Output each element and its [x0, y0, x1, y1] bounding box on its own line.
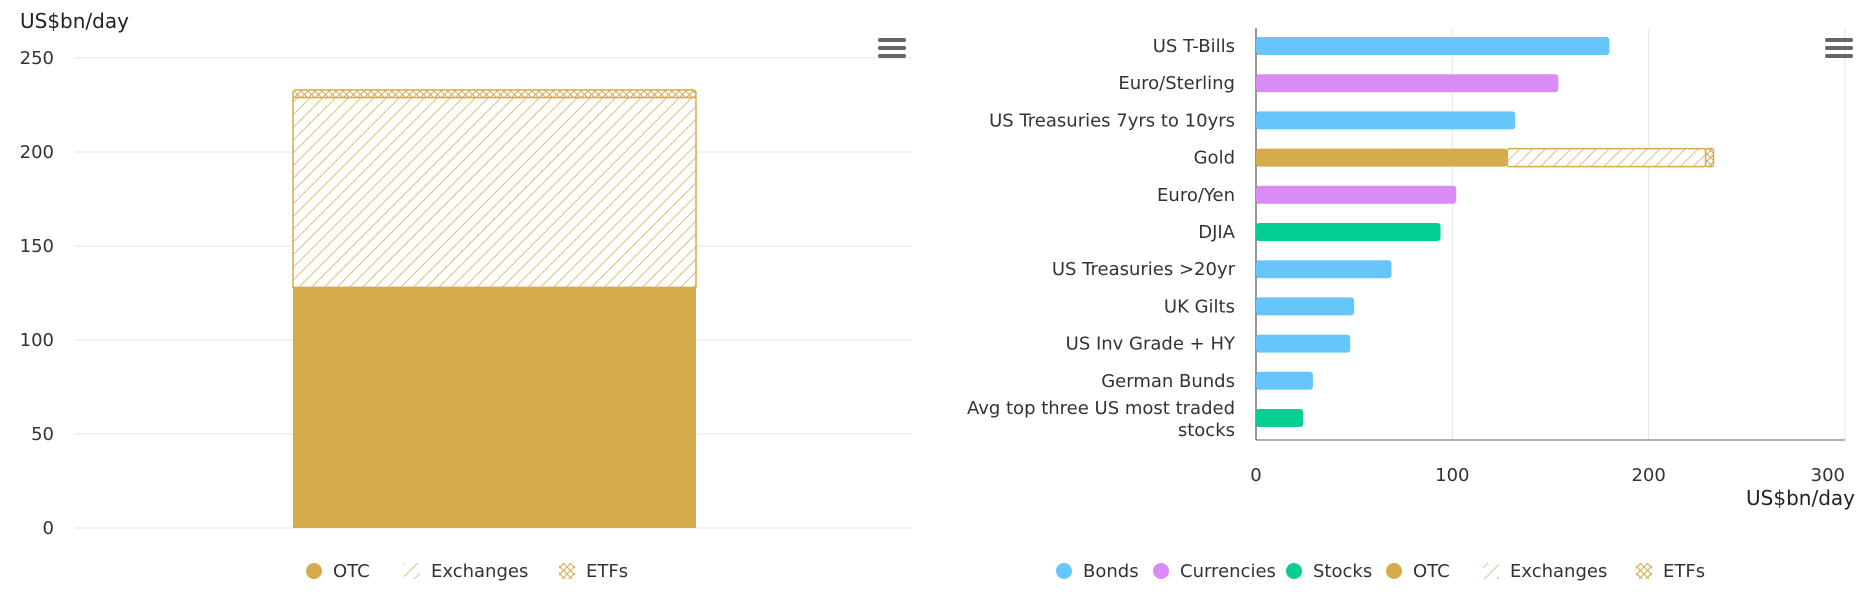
legend-label: Currencies	[1180, 561, 1276, 582]
category-label: US Inv Grade + HY	[1066, 334, 1236, 355]
legend-item-stocks[interactable]: Stocks	[1286, 561, 1372, 582]
hamburger-menu-icon[interactable]	[1825, 38, 1853, 62]
legend-swatch	[306, 563, 322, 579]
left-y-axis-ticks: 0 50 100 150 200 250	[20, 48, 54, 539]
legend-swatch	[1483, 563, 1499, 579]
category-label: Euro/Yen	[1157, 185, 1235, 206]
legend-item-exchanges[interactable]: Exchanges	[1483, 561, 1607, 582]
bar-bonds[interactable]	[1256, 260, 1392, 279]
category-label: US Treasuries 7yrs to 10yrs	[989, 110, 1235, 131]
left-chart-svg: 0 50 100 150 200 250 US$bn/day OTC Exchanges ET…	[20, 9, 912, 582]
category-label: stocks	[1178, 420, 1235, 441]
x-tick-label: 200	[1631, 465, 1665, 486]
legend-item-bonds[interactable]: Bonds	[1056, 561, 1139, 582]
category-label: Gold	[1194, 148, 1235, 169]
y-tick-label: 150	[20, 236, 54, 257]
bar-segment-exchanges[interactable]	[292, 96, 697, 289]
right-x-axis-title: US$bn/day	[1746, 486, 1855, 510]
category-label: UK Gilts	[1164, 296, 1235, 317]
legend-label: OTC	[1413, 561, 1450, 582]
bar-bonds[interactable]	[1256, 37, 1610, 55]
category-label: DJIA	[1198, 222, 1235, 243]
legend-label: OTC	[333, 561, 370, 582]
legend-swatch	[1056, 563, 1072, 579]
category-label: German Bunds	[1101, 371, 1235, 392]
legend-item-currencies[interactable]: Currencies	[1153, 561, 1276, 582]
legend-swatch	[1286, 563, 1302, 579]
legend-swatch	[1386, 563, 1402, 579]
right-category-labels: US T-Bills Euro/Sterling US Treasuries 7yr…	[967, 36, 1236, 441]
left-legend: OTC Exchanges ETFs	[306, 561, 628, 582]
y-tick-label: 0	[43, 518, 54, 539]
bar-currencies[interactable]	[1256, 185, 1457, 204]
category-label: Euro/Sterling	[1118, 73, 1235, 94]
bar-segment-otc[interactable]	[293, 287, 696, 528]
legend-swatch	[559, 563, 575, 579]
bar-bonds[interactable]	[1256, 371, 1313, 390]
legend-swatch	[404, 563, 420, 579]
legend-item-etfs[interactable]: ETFs	[559, 561, 628, 582]
right-x-axis-ticks: 0 100 200 300	[1250, 465, 1845, 486]
x-tick-label: 300	[1811, 465, 1845, 486]
y-tick-label: 50	[31, 424, 54, 445]
x-tick-label: 100	[1435, 465, 1469, 486]
left-chart-panel: 0 50 100 150 200 250 US$bn/day OTC Exchanges ET…	[0, 0, 930, 595]
legend-item-etfs[interactable]: ETFs	[1636, 561, 1705, 582]
y-tick-label: 250	[20, 48, 54, 69]
bar-bonds[interactable]	[1256, 111, 1516, 130]
legend-item-otc[interactable]: OTC	[1386, 561, 1450, 582]
legend-swatch	[1153, 563, 1169, 579]
legend-label: ETFs	[1663, 561, 1705, 582]
right-chart-svg: US T-Bills Euro/Sterling US Treasuries 7yr…	[967, 28, 1855, 582]
legend-label: Exchanges	[1510, 561, 1607, 582]
category-label: US Treasuries >20yr	[1052, 259, 1236, 280]
bar-bonds[interactable]	[1256, 334, 1351, 353]
bar-bonds[interactable]	[1256, 297, 1355, 316]
category-label: US T-Bills	[1153, 36, 1235, 57]
legend-label: Stocks	[1313, 561, 1372, 582]
bar-etfs[interactable]	[1704, 147, 1715, 168]
x-tick-label: 0	[1250, 465, 1261, 486]
y-tick-label: 100	[20, 330, 54, 351]
right-bars	[1256, 37, 1715, 427]
right-legend: Bonds Currencies Stocks OTC Exchanges ETFs	[1056, 561, 1705, 582]
legend-label: Bonds	[1083, 561, 1139, 582]
bar-segment-etfs[interactable]	[292, 89, 697, 99]
legend-label: ETFs	[586, 561, 628, 582]
left-bars	[292, 89, 697, 528]
bar-stocks[interactable]	[1256, 409, 1304, 427]
hamburger-menu-icon[interactable]	[878, 38, 906, 62]
legend-swatch	[1636, 563, 1652, 579]
legend-item-otc[interactable]: OTC	[306, 561, 370, 582]
bar-otc[interactable]	[1256, 148, 1508, 167]
bar-stocks[interactable]	[1256, 223, 1441, 241]
bar-exchanges[interactable]	[1506, 147, 1707, 168]
legend-label: Exchanges	[431, 561, 528, 582]
y-tick-label: 200	[20, 142, 54, 163]
left-y-axis-title: US$bn/day	[20, 9, 129, 33]
right-chart-panel: US T-Bills Euro/Sterling US Treasuries 7yr…	[930, 0, 1863, 595]
bar-currencies[interactable]	[1256, 74, 1559, 93]
legend-item-exchanges[interactable]: Exchanges	[404, 561, 528, 582]
category-label: Avg top three US most traded	[967, 398, 1235, 419]
